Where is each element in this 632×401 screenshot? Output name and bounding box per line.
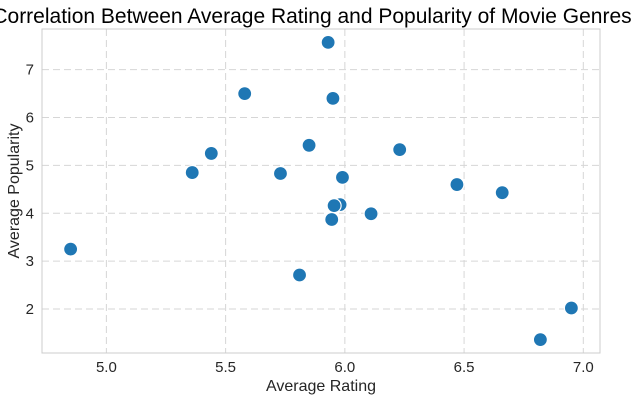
data-points bbox=[63, 34, 579, 348]
data-point bbox=[494, 185, 510, 201]
chart-title: Correlation Between Average Rating and P… bbox=[0, 5, 632, 28]
data-point bbox=[326, 197, 342, 214]
data-point bbox=[449, 176, 465, 193]
grid bbox=[42, 29, 600, 353]
y-tick-label: 2 bbox=[26, 301, 34, 318]
data-point bbox=[272, 165, 289, 182]
data-point bbox=[184, 164, 200, 181]
y-tick-label: 5 bbox=[26, 157, 34, 174]
data-point bbox=[291, 267, 308, 283]
x-tick-label: 6.5 bbox=[454, 359, 475, 376]
y-axis-label: Average Popularity bbox=[6, 124, 23, 259]
data-point bbox=[63, 241, 79, 257]
data-point bbox=[320, 34, 336, 51]
data-point bbox=[363, 206, 379, 222]
data-point bbox=[532, 331, 548, 348]
data-point bbox=[325, 90, 341, 106]
data-point bbox=[334, 169, 351, 185]
x-tick-label: 5.0 bbox=[96, 359, 117, 376]
y-tick-label: 6 bbox=[26, 110, 34, 127]
x-axis-label: Average Rating bbox=[266, 378, 376, 395]
data-point bbox=[203, 145, 219, 162]
x-tick-label: 7.0 bbox=[573, 359, 594, 376]
plot-area bbox=[41, 28, 601, 354]
data-point bbox=[301, 137, 317, 153]
y-tick-label: 4 bbox=[26, 205, 34, 222]
y-axis-ticks: 2 3 4 5 6 7 bbox=[26, 62, 34, 318]
x-axis-ticks: 5.0 5.5 6.0 6.5 7.0 bbox=[96, 359, 594, 376]
data-point bbox=[324, 211, 340, 228]
y-tick-label: 3 bbox=[26, 253, 34, 270]
y-tick-label: 7 bbox=[26, 62, 34, 79]
data-point bbox=[237, 86, 253, 102]
x-tick-label: 6.0 bbox=[334, 359, 355, 376]
x-tick-label: 5.5 bbox=[215, 359, 236, 376]
data-point bbox=[392, 142, 408, 158]
data-point bbox=[563, 300, 579, 316]
